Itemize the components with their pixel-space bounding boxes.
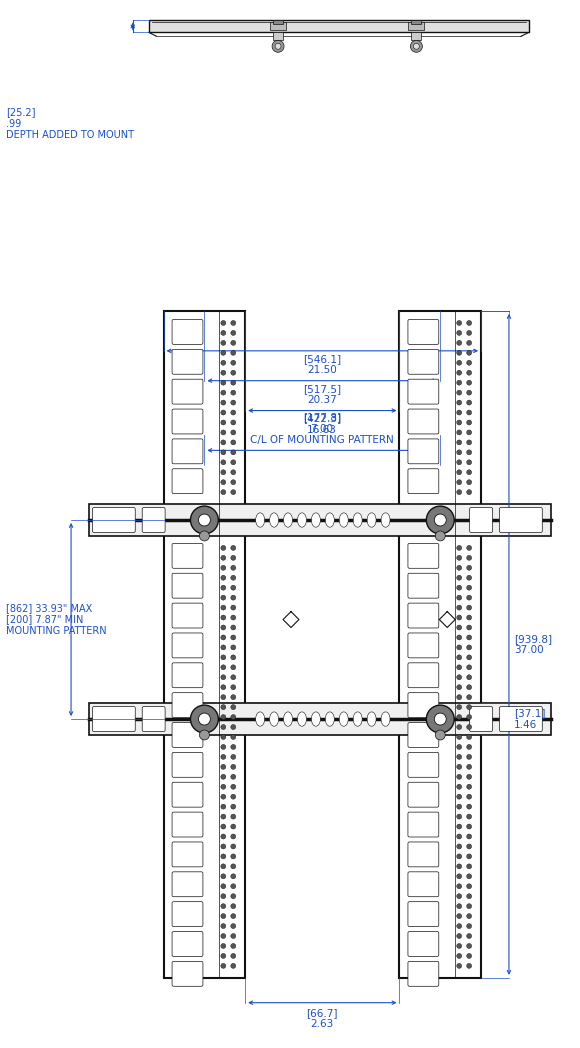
Circle shape (467, 883, 472, 889)
Circle shape (467, 545, 472, 550)
FancyBboxPatch shape (408, 872, 439, 897)
Circle shape (221, 430, 226, 435)
Circle shape (456, 450, 462, 455)
Circle shape (221, 489, 226, 495)
FancyBboxPatch shape (408, 409, 439, 434)
Circle shape (221, 903, 226, 909)
Text: [66.7]
2.63: [66.7] 2.63 (306, 1008, 338, 1029)
Circle shape (467, 784, 472, 789)
Circle shape (221, 545, 226, 550)
Circle shape (456, 774, 462, 780)
Ellipse shape (325, 712, 334, 726)
Circle shape (456, 744, 462, 749)
Circle shape (221, 923, 226, 929)
Circle shape (221, 894, 226, 899)
Circle shape (221, 370, 226, 375)
Circle shape (231, 450, 235, 455)
Bar (89, 703, 551, 735)
Circle shape (221, 635, 226, 640)
Circle shape (231, 605, 235, 610)
Circle shape (467, 824, 472, 829)
Circle shape (231, 844, 235, 849)
Bar (148, 20, 529, 32)
Bar (89, 504, 551, 536)
FancyBboxPatch shape (408, 573, 439, 598)
Bar (273, 20, 283, 24)
Circle shape (221, 764, 226, 769)
Ellipse shape (256, 712, 264, 726)
Text: [177.8]
7.00
C/L OF MOUNTING PATTERN: [177.8] 7.00 C/L OF MOUNTING PATTERN (250, 412, 394, 445)
Circle shape (456, 755, 462, 760)
FancyBboxPatch shape (470, 706, 492, 732)
Circle shape (231, 934, 235, 939)
Circle shape (231, 555, 235, 561)
Circle shape (456, 715, 462, 720)
Circle shape (467, 380, 472, 386)
Circle shape (221, 480, 226, 484)
FancyBboxPatch shape (470, 507, 492, 532)
Circle shape (456, 804, 462, 809)
Circle shape (456, 330, 462, 335)
FancyBboxPatch shape (408, 932, 439, 957)
Circle shape (231, 883, 235, 889)
Circle shape (221, 883, 226, 889)
Circle shape (467, 645, 472, 650)
Circle shape (231, 565, 235, 570)
Circle shape (221, 794, 226, 800)
Bar (164, 311, 245, 978)
FancyBboxPatch shape (172, 752, 203, 778)
Circle shape (221, 724, 226, 729)
Circle shape (456, 410, 462, 415)
Circle shape (467, 361, 472, 366)
FancyBboxPatch shape (172, 544, 203, 568)
Circle shape (231, 943, 235, 948)
Circle shape (190, 705, 218, 733)
Circle shape (221, 390, 226, 395)
Text: [939.8]
37.00: [939.8] 37.00 (514, 634, 552, 655)
Circle shape (467, 655, 472, 660)
Circle shape (456, 645, 462, 650)
Circle shape (467, 585, 472, 590)
Circle shape (467, 834, 472, 839)
Circle shape (456, 834, 462, 839)
Ellipse shape (298, 712, 306, 726)
Circle shape (221, 400, 226, 406)
Circle shape (467, 595, 472, 601)
Circle shape (456, 585, 462, 590)
FancyBboxPatch shape (142, 507, 165, 532)
Circle shape (456, 675, 462, 680)
Ellipse shape (367, 512, 376, 527)
Circle shape (467, 704, 472, 709)
Circle shape (221, 645, 226, 650)
Circle shape (456, 943, 462, 948)
Circle shape (231, 894, 235, 899)
Ellipse shape (353, 712, 362, 726)
Circle shape (231, 695, 235, 700)
Circle shape (231, 724, 235, 729)
FancyBboxPatch shape (408, 349, 439, 374)
Circle shape (231, 704, 235, 709)
Circle shape (467, 934, 472, 939)
Ellipse shape (367, 712, 376, 726)
Circle shape (456, 954, 462, 959)
Circle shape (231, 954, 235, 959)
Circle shape (467, 480, 472, 484)
Circle shape (231, 664, 235, 670)
Circle shape (456, 824, 462, 829)
Circle shape (456, 664, 462, 670)
FancyBboxPatch shape (408, 752, 439, 778)
Circle shape (231, 794, 235, 800)
FancyBboxPatch shape (172, 722, 203, 747)
Circle shape (467, 625, 472, 630)
Circle shape (467, 735, 472, 740)
Circle shape (467, 864, 472, 869)
FancyBboxPatch shape (172, 633, 203, 658)
Circle shape (231, 744, 235, 749)
Circle shape (456, 934, 462, 939)
Circle shape (221, 874, 226, 879)
Circle shape (198, 515, 211, 526)
Bar (411, 20, 421, 24)
Circle shape (231, 489, 235, 495)
Circle shape (231, 774, 235, 780)
Circle shape (467, 430, 472, 435)
